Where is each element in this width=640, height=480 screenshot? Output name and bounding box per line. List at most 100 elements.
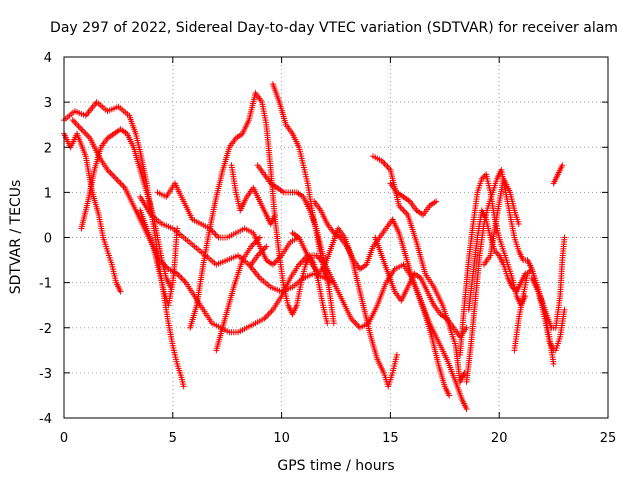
data-point-marker bbox=[262, 314, 269, 321]
y-tick-label: -2 bbox=[39, 322, 52, 337]
series-s1 bbox=[61, 130, 124, 295]
data-point-marker bbox=[380, 159, 387, 166]
data-point-marker bbox=[79, 127, 86, 134]
data-point-marker bbox=[559, 162, 566, 169]
data-point-marker bbox=[266, 309, 273, 316]
data-point-marker bbox=[330, 320, 337, 327]
data-point-marker bbox=[461, 369, 468, 376]
data-point-marker bbox=[351, 318, 358, 325]
data-point-marker bbox=[116, 178, 123, 185]
data-point-marker bbox=[400, 207, 407, 214]
grid-lines bbox=[64, 57, 608, 418]
series-s14 bbox=[289, 225, 400, 390]
data-point-marker bbox=[463, 405, 470, 412]
data-point-marker bbox=[177, 273, 184, 280]
data-point-marker bbox=[352, 320, 359, 327]
data-point-marker bbox=[401, 208, 408, 215]
data-point-marker bbox=[265, 311, 272, 318]
data-point-marker bbox=[81, 129, 88, 136]
data-point-marker bbox=[75, 123, 82, 130]
data-point-marker bbox=[297, 260, 304, 267]
series-s10 bbox=[228, 162, 279, 227]
series-s8 bbox=[187, 90, 331, 331]
data-point-marker bbox=[178, 275, 185, 282]
data-point-marker bbox=[76, 124, 83, 131]
data-point-marker bbox=[263, 243, 270, 250]
data-point-marker bbox=[180, 383, 187, 390]
y-tick-label: 0 bbox=[44, 232, 52, 247]
data-point-marker bbox=[105, 168, 112, 175]
data-point-marker bbox=[71, 118, 78, 125]
data-point-marker bbox=[175, 272, 182, 279]
data-point-marker bbox=[561, 234, 568, 241]
data-point-marker bbox=[179, 276, 186, 283]
x-axis-label: GPS time / hours bbox=[277, 458, 394, 474]
data-point-marker bbox=[212, 231, 219, 238]
data-point-marker bbox=[271, 260, 278, 267]
data-point-marker bbox=[119, 181, 126, 188]
y-tick-label: 3 bbox=[44, 96, 52, 111]
data-point-marker bbox=[433, 198, 440, 205]
data-point-marker bbox=[117, 180, 124, 187]
data-point-marker bbox=[256, 234, 263, 241]
y-tick-label: -3 bbox=[39, 367, 52, 382]
data-point-marker bbox=[272, 211, 279, 218]
data-point-marker bbox=[82, 130, 89, 137]
data-point-marker bbox=[463, 324, 470, 331]
data-point-marker bbox=[72, 120, 79, 127]
x-tick-label: 10 bbox=[273, 431, 290, 446]
axis-ticks bbox=[63, 56, 609, 419]
data-point-marker bbox=[550, 360, 557, 367]
series-s24 bbox=[528, 234, 568, 331]
data-point-marker bbox=[515, 220, 522, 227]
data-point-marker bbox=[108, 171, 115, 178]
data-point-marker bbox=[561, 306, 568, 313]
data-marks bbox=[61, 81, 568, 412]
data-point-marker bbox=[111, 174, 118, 181]
series-s16 bbox=[369, 153, 468, 385]
y-tick-labels: -4 -3 -2 -1 0 1 2 3 4 bbox=[39, 51, 52, 427]
series-s18 bbox=[372, 234, 470, 340]
data-point-marker bbox=[249, 242, 256, 249]
x-tick-label: 0 bbox=[60, 431, 68, 446]
data-point-marker bbox=[381, 160, 388, 167]
y-tick-label: 4 bbox=[44, 51, 52, 66]
data-point-marker bbox=[110, 172, 117, 179]
series-s17 bbox=[387, 180, 440, 218]
series-s26 bbox=[552, 306, 568, 354]
data-point-marker bbox=[264, 312, 271, 319]
data-point-marker bbox=[74, 121, 81, 128]
chart-title: Day 297 of 2022, Sidereal Day-to-day VTE… bbox=[50, 20, 618, 36]
data-point-marker bbox=[383, 162, 390, 169]
y-tick-label: 2 bbox=[44, 141, 52, 156]
y-axis-label: SDTVAR / TECUs bbox=[8, 180, 24, 295]
data-point-marker bbox=[393, 351, 400, 358]
x-tick-label: 20 bbox=[491, 431, 508, 446]
data-point-marker bbox=[84, 132, 91, 139]
data-point-marker bbox=[181, 278, 188, 285]
series-s11 bbox=[248, 243, 270, 268]
x-tick-label: 15 bbox=[382, 431, 399, 446]
series-s25 bbox=[550, 162, 566, 187]
y-tick-label: -1 bbox=[39, 277, 52, 292]
data-point-marker bbox=[214, 232, 221, 239]
data-point-marker bbox=[78, 126, 85, 133]
data-point-marker bbox=[113, 175, 120, 182]
data-point-marker bbox=[298, 258, 305, 265]
data-point-marker bbox=[446, 392, 453, 399]
series-s7 bbox=[137, 207, 181, 309]
series-s13 bbox=[254, 162, 337, 327]
x-tick-label: 25 bbox=[600, 431, 617, 446]
series-s9 bbox=[213, 234, 263, 354]
x-tick-label: 5 bbox=[169, 431, 177, 446]
data-point-marker bbox=[268, 308, 275, 315]
y-tick-label: 1 bbox=[44, 186, 52, 201]
data-point-marker bbox=[384, 163, 391, 170]
series-s12 bbox=[269, 81, 333, 286]
data-point-marker bbox=[107, 169, 114, 176]
data-point-marker bbox=[117, 288, 124, 295]
data-point-marker bbox=[114, 177, 121, 184]
series-s22 bbox=[480, 175, 522, 268]
data-point-marker bbox=[174, 225, 181, 232]
